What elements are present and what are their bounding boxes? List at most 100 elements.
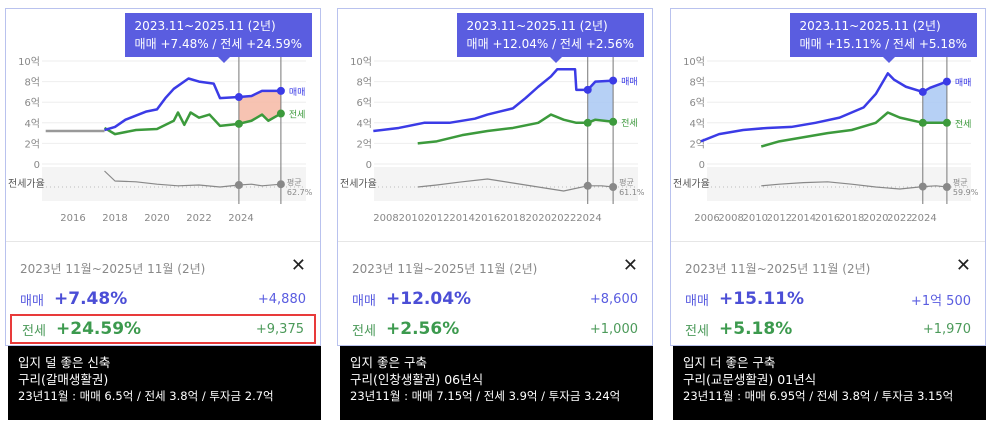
- rent-label: 전세: [685, 323, 709, 339]
- y-tick-label: 2억: [356, 138, 372, 150]
- x-tick-label: 2018: [102, 213, 127, 224]
- price-chart[interactable]: 10억8억6억4억2억0전세가율200620082010201220142016…: [671, 9, 987, 241]
- rent-row: 전세 +2.56% +1,000: [342, 314, 648, 344]
- rent-start-point: [583, 118, 592, 127]
- y-tick-label: 4억: [24, 118, 40, 130]
- avg-value: 59.9%: [953, 188, 979, 197]
- y-tick-label: 10억: [683, 56, 705, 68]
- y-tick-label: 0: [366, 160, 372, 171]
- sale-series-label: 매매: [621, 77, 638, 88]
- avg-label: 평균: [619, 177, 634, 187]
- y-tick-label: 0: [699, 160, 705, 171]
- sale-row: 매매 +12.04% +8,600: [342, 284, 648, 314]
- range-fill: [922, 81, 947, 123]
- sale-start-point: [234, 93, 243, 102]
- range-fill: [238, 90, 281, 124]
- x-tick-label: 2014: [449, 213, 474, 224]
- comparison-panel: 10억 8억 6억 4억 2억 0 전세가율 2016 2018 2020 2022 2024 매매 전세…: [5, 8, 321, 422]
- rent-series-label: 전세: [955, 119, 972, 130]
- note-prices: 23년11월 : 매매 7.15억 / 전세 3.9억 / 투자금 3.24억: [350, 389, 621, 403]
- x-tick-label: 2010: [399, 213, 424, 224]
- y-tick-label: 0: [34, 160, 40, 171]
- x-tick-label: 2010: [742, 213, 767, 224]
- y-tick-label: 10억: [350, 56, 372, 68]
- x-tick-label: 2024: [228, 213, 253, 224]
- sale-amount: +1억 500: [910, 293, 971, 309]
- ratio-band: [42, 167, 306, 201]
- rent-line: [417, 113, 614, 145]
- note-title: 입지 좋은 구축: [350, 355, 427, 370]
- range-tooltip: 2023.11~2025.11 (2년) 매매 +7.48% / 전세 +24.5…: [124, 13, 312, 63]
- close-icon[interactable]: ✕: [622, 255, 638, 276]
- chart-card: 10억 8억 6억 4억 2억 0 전세가율 2008 2010 2012 2014 2016 2018…: [337, 8, 653, 346]
- x-tick-label: 2022: [887, 213, 912, 224]
- rent-line: [760, 111, 947, 148]
- price-chart[interactable]: 10억 8억 6억 4억 2억 0 전세가율 2008 2010 2012 2014 2016 2018…: [338, 9, 654, 241]
- annotation-box: 입지 덜 좋은 신축 구리(갈매생활권) 23년11월 : 매매 6.5억 / 전세…: [8, 346, 321, 420]
- sale-end-point: [942, 77, 951, 86]
- x-tick-label: 2020: [863, 213, 888, 224]
- sale-start-point: [918, 87, 927, 96]
- rent-end-point: [276, 109, 285, 118]
- rent-row: 전세 +5.18% +1,970: [675, 314, 981, 344]
- rent-label: 전세: [352, 323, 376, 339]
- y-tick-label: 8억: [24, 77, 40, 89]
- note-location: 구리(교문생활권) 01년식: [683, 372, 817, 387]
- sale-line: [700, 72, 948, 143]
- ratio-label: 전세가율: [673, 178, 710, 190]
- x-tick-label: 2012: [767, 213, 792, 224]
- rent-amount: +1,000: [589, 321, 638, 337]
- rent-start-point: [234, 119, 243, 128]
- ratio-line: [104, 170, 281, 188]
- summary-range: 2023년 11월~2025년 11월 (2년): [685, 262, 871, 276]
- ratio-start-point: [918, 182, 927, 191]
- rent-pct: +2.56%: [386, 319, 460, 339]
- rent-end-point: [609, 117, 618, 126]
- y-tick-label: 10억: [18, 56, 40, 68]
- avg-value: 62.7%: [287, 188, 313, 197]
- note-prices: 23년11월 : 매매 6.95억 / 전세 3.8억 / 투자금 3.15억: [683, 389, 954, 403]
- summary-range: 2023년 11월~2025년 11월 (2년): [352, 262, 538, 276]
- ratio-line: [417, 178, 614, 192]
- x-tick-label: 2018: [500, 213, 525, 224]
- avg-value: 61.1%: [619, 188, 645, 197]
- sale-label: 매매: [20, 293, 44, 309]
- note-prices: 23년11월 : 매매 6.5억 / 전세 3.8억 / 투자금 2.7억: [18, 389, 274, 403]
- x-tick-label: 2020: [526, 213, 551, 224]
- sale-line: [373, 67, 614, 133]
- sale-row: 매매 +15.11% +1억 500: [675, 284, 981, 314]
- rent-series-label: 전세: [621, 118, 638, 129]
- x-tick-label: 2014: [791, 213, 816, 224]
- x-tick-label: 2008: [718, 213, 743, 224]
- sale-row: 매매 +7.48% +4,880: [10, 284, 316, 314]
- sale-end-point: [276, 86, 285, 95]
- sale-pct: +15.11%: [719, 289, 805, 309]
- ratio-label: 전세가율: [8, 178, 45, 190]
- sale-label: 매매: [685, 293, 709, 309]
- tooltip-change: 매매 +7.48% / 전세 +24.59%: [134, 37, 302, 51]
- close-icon[interactable]: ✕: [290, 255, 306, 276]
- x-tick-label: 2024: [911, 213, 936, 224]
- rent-end-point: [942, 118, 951, 127]
- ratio-line: [761, 181, 947, 190]
- sale-line: [104, 77, 281, 132]
- sale-amount: +8,600: [589, 291, 638, 307]
- y-tick-label: 8억: [356, 77, 372, 89]
- ratio-end-point: [609, 183, 618, 191]
- price-chart[interactable]: 10억 8억 6억 4억 2억 0 전세가율 2016 2018 2020 2022 2024 매매전세…: [6, 9, 322, 241]
- x-tick-label: 2016: [815, 213, 840, 224]
- comparison-panel: 10억 8억 6억 4억 2억 0 전세가율 2006 2008 2010 2012 2014 2016…: [670, 8, 986, 422]
- rent-amount: +1,970: [922, 321, 971, 337]
- rent-line: [103, 111, 282, 136]
- close-icon[interactable]: ✕: [955, 255, 971, 276]
- note-title: 입지 더 좋은 구축: [683, 355, 776, 370]
- y-tick-label: 6억: [356, 97, 372, 109]
- sale-start-point: [583, 85, 592, 94]
- divider: [671, 241, 985, 242]
- y-tick-label: 6억: [689, 97, 705, 109]
- x-tick-label: 2022: [551, 213, 576, 224]
- tooltip-change: 매매 +15.11% / 전세 +5.18%: [799, 37, 967, 51]
- sale-label: 매매: [352, 293, 376, 309]
- summary-range: 2023년 11월~2025년 11월 (2년): [20, 262, 206, 276]
